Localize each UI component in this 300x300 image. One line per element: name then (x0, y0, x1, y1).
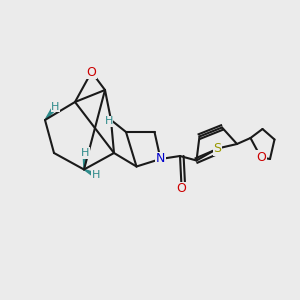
Polygon shape (45, 105, 57, 120)
Text: O: O (256, 151, 266, 164)
Text: S: S (214, 142, 221, 155)
Polygon shape (83, 153, 88, 169)
Text: H: H (81, 148, 90, 158)
Text: O: O (177, 182, 186, 196)
Text: H: H (92, 170, 100, 181)
Text: H: H (104, 116, 113, 127)
Polygon shape (107, 119, 111, 124)
Polygon shape (84, 169, 97, 178)
Text: H: H (51, 101, 60, 112)
Text: N: N (156, 152, 165, 166)
Text: O: O (87, 65, 96, 79)
